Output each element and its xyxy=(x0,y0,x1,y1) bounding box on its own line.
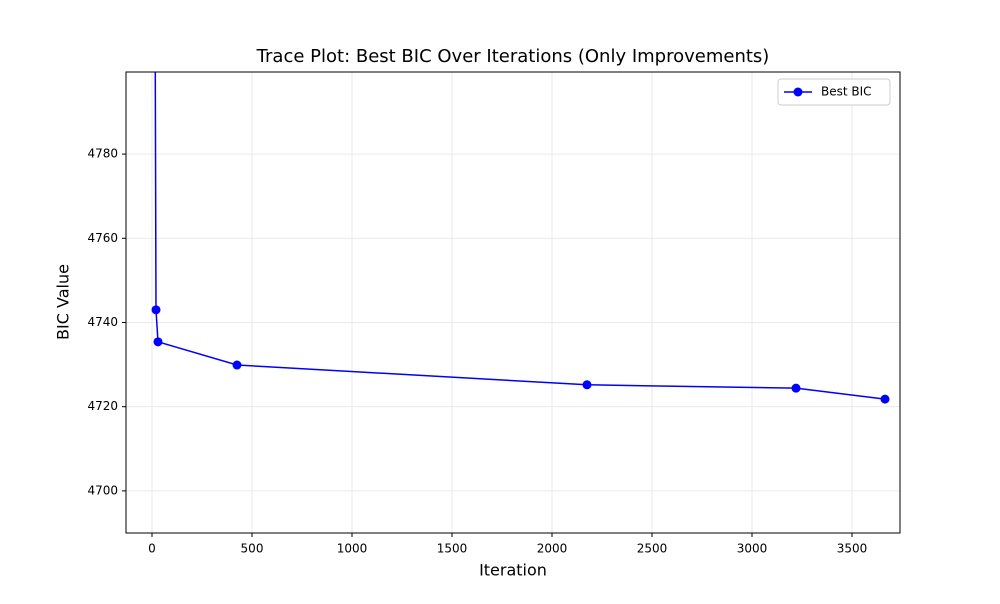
axes-frame xyxy=(125,71,901,534)
data-point xyxy=(151,305,161,315)
x-tick-label: 2500 xyxy=(637,542,668,556)
x-tick-label: 3500 xyxy=(837,542,868,556)
data-point xyxy=(232,360,242,370)
plot-area xyxy=(151,72,890,404)
y-tick-label: 4760 xyxy=(87,231,118,245)
data-point xyxy=(582,380,592,390)
x-tick-label: 3000 xyxy=(737,542,768,556)
legend-marker xyxy=(793,87,803,97)
legend-box xyxy=(777,78,891,106)
legend-label: Best BIC xyxy=(821,85,872,99)
data-point xyxy=(880,394,890,404)
x-tick-label: 2000 xyxy=(537,542,568,556)
y-tick-label: 4740 xyxy=(87,315,118,329)
x-tick-label: 1000 xyxy=(337,542,368,556)
chart-title: Trace Plot: Best BIC Over Iterations (On… xyxy=(256,46,770,67)
y-axis-label: BIC Value xyxy=(54,264,73,340)
data-point xyxy=(153,337,163,347)
x-tick-label: 500 xyxy=(241,542,264,556)
x-axis-label: Iteration xyxy=(479,561,547,580)
data-point xyxy=(791,383,801,393)
x-tick-label: 1500 xyxy=(437,542,468,556)
y-tick-label: 4720 xyxy=(87,399,118,413)
y-tick-label: 4780 xyxy=(87,147,118,161)
y-tick-label: 4700 xyxy=(87,483,118,497)
grid xyxy=(126,72,900,533)
x-tick-label: 0 xyxy=(148,542,156,556)
